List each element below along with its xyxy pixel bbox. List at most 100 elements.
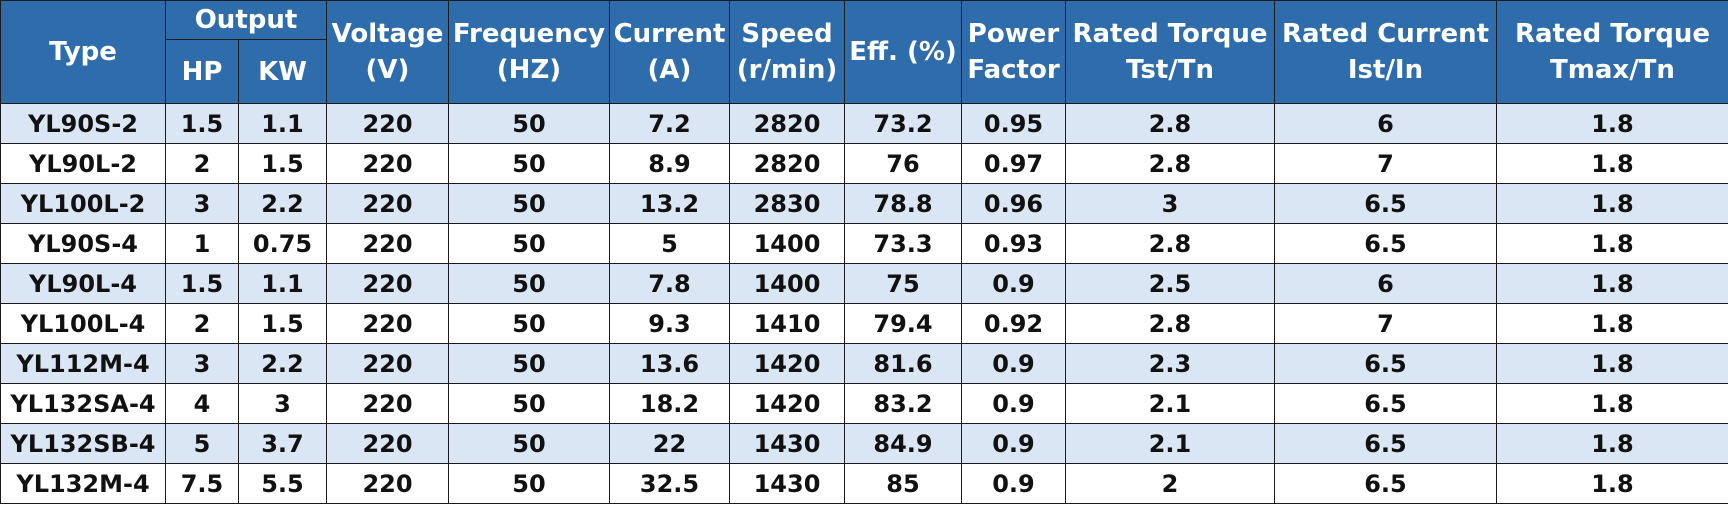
col-header-current-line1: Current (613, 19, 726, 49)
table-row: YL100L-2 3 2.2 220 50 13.2 2830 78.8 0.96 3 6.5 1.8 (0, 183, 1728, 224)
table-body: YL90S-2 1.5 1.1 220 50 7.2 2820 73.2 0.95 2.8 6 1.8… (0, 103, 1728, 504)
table-row: YL90S-4 1 0.75 220 50 5 1400 73.3 0.93 2.8 6.5 1.8 (0, 223, 1728, 264)
cell-rated-torque-tmax: 1.8 (1496, 463, 1728, 504)
col-header-rated-current-line1: Rated Current (1281, 19, 1490, 49)
col-header-type: Type (0, 0, 166, 104)
col-header-rated-current: Rated Current Ist/In (1274, 0, 1497, 104)
cell-type: YL100L-4 (0, 303, 166, 344)
col-header-kw: KW (238, 39, 327, 104)
col-header-speed: Speed (r/min) (729, 0, 845, 104)
cell-type: YL132M-4 (0, 463, 166, 504)
cell-eff: 83.2 (844, 383, 962, 424)
cell-voltage: 220 (326, 303, 449, 344)
col-header-power-factor: Power Factor (961, 0, 1066, 104)
cell-eff: 73.3 (844, 223, 962, 264)
cell-rated-current: 6.5 (1274, 183, 1497, 224)
table-row: YL90L-4 1.5 1.1 220 50 7.8 1400 75 0.9 2.5 6 1.8 (0, 263, 1728, 304)
cell-eff: 81.6 (844, 343, 962, 384)
col-header-speed-line1: Speed (741, 19, 833, 49)
cell-current: 13.6 (609, 343, 730, 384)
cell-kw: 5.5 (238, 463, 327, 504)
cell-frequency: 50 (448, 263, 610, 304)
cell-eff: 85 (844, 463, 962, 504)
table-row: YL112M-4 3 2.2 220 50 13.6 1420 81.6 0.9 2.3 6.5 1.… (0, 343, 1728, 384)
cell-hp: 5 (165, 423, 239, 464)
cell-power-factor: 0.9 (961, 463, 1066, 504)
col-header-hp: HP (165, 39, 239, 104)
cell-type: YL90L-4 (0, 263, 166, 304)
cell-speed: 1400 (729, 223, 845, 264)
col-header-frequency-line2: (HZ) (496, 55, 562, 85)
cell-rated-torque-tmax: 1.8 (1496, 183, 1728, 224)
cell-current: 8.9 (609, 143, 730, 184)
table-row: YL90L-2 2 1.5 220 50 8.9 2820 76 0.97 2.8 7 1.8 (0, 143, 1728, 184)
col-header-rated-torque-tst: Rated Torque Tst/Tn (1065, 0, 1275, 104)
cell-rated-torque-tmax: 1.8 (1496, 103, 1728, 144)
cell-rated-torque-tst: 2.8 (1065, 103, 1275, 144)
cell-power-factor: 0.9 (961, 343, 1066, 384)
motor-spec-table: Type Output Voltage (V) Frequency (HZ) C… (0, 0, 1728, 504)
cell-eff: 78.8 (844, 183, 962, 224)
cell-frequency: 50 (448, 463, 610, 504)
cell-kw: 1.5 (238, 143, 327, 184)
cell-hp: 1.5 (165, 263, 239, 304)
cell-rated-current: 6 (1274, 263, 1497, 304)
cell-speed: 1420 (729, 383, 845, 424)
cell-current: 32.5 (609, 463, 730, 504)
cell-rated-current: 6 (1274, 103, 1497, 144)
cell-frequency: 50 (448, 343, 610, 384)
cell-voltage: 220 (326, 463, 449, 504)
cell-frequency: 50 (448, 383, 610, 424)
cell-frequency: 50 (448, 143, 610, 184)
cell-voltage: 220 (326, 143, 449, 184)
cell-speed: 1400 (729, 263, 845, 304)
table-row: YL90S-2 1.5 1.1 220 50 7.2 2820 73.2 0.95 2.8 6 1.8 (0, 103, 1728, 144)
cell-eff: 75 (844, 263, 962, 304)
col-header-rated-torque-tmax-line2: Tmax/Tn (1550, 55, 1675, 85)
table-header: Type Output Voltage (V) Frequency (HZ) C… (0, 0, 1728, 104)
col-header-rated-torque-tst-line1: Rated Torque (1072, 19, 1268, 49)
cell-voltage: 220 (326, 183, 449, 224)
table-row: YL132M-4 7.5 5.5 220 50 32.5 1430 85 0.9 2 6.5 1.8 (0, 463, 1728, 504)
cell-speed: 2820 (729, 143, 845, 184)
cell-hp: 3 (165, 183, 239, 224)
cell-rated-torque-tst: 2.3 (1065, 343, 1275, 384)
cell-rated-torque-tst: 2 (1065, 463, 1275, 504)
cell-hp: 1 (165, 223, 239, 264)
cell-current: 13.2 (609, 183, 730, 224)
cell-type: YL132SA-4 (0, 383, 166, 424)
cell-power-factor: 0.9 (961, 383, 1066, 424)
cell-power-factor: 0.95 (961, 103, 1066, 144)
cell-current: 7.8 (609, 263, 730, 304)
cell-rated-torque-tst: 3 (1065, 183, 1275, 224)
col-header-current: Current (A) (609, 0, 730, 104)
cell-type: YL90L-2 (0, 143, 166, 184)
cell-kw: 3 (238, 383, 327, 424)
col-header-power-factor-line1: Power (967, 19, 1060, 49)
cell-rated-torque-tmax: 1.8 (1496, 423, 1728, 464)
cell-frequency: 50 (448, 303, 610, 344)
col-header-voltage-line1: Voltage (331, 19, 444, 49)
col-header-frequency-line1: Frequency (452, 19, 606, 49)
cell-rated-current: 6.5 (1274, 383, 1497, 424)
cell-rated-current: 7 (1274, 143, 1497, 184)
cell-kw: 2.2 (238, 343, 327, 384)
cell-frequency: 50 (448, 423, 610, 464)
cell-rated-torque-tst: 2.5 (1065, 263, 1275, 304)
header-row-bottom: HP KW (1, 39, 1728, 104)
cell-rated-torque-tst: 2.1 (1065, 383, 1275, 424)
cell-voltage: 220 (326, 263, 449, 304)
cell-voltage: 220 (326, 223, 449, 264)
cell-type: YL100L-2 (0, 183, 166, 224)
cell-power-factor: 0.97 (961, 143, 1066, 184)
cell-power-factor: 0.9 (961, 263, 1066, 304)
cell-frequency: 50 (448, 183, 610, 224)
cell-rated-current: 7 (1274, 303, 1497, 344)
cell-power-factor: 0.92 (961, 303, 1066, 344)
cell-kw: 3.7 (238, 423, 327, 464)
cell-kw: 0.75 (238, 223, 327, 264)
cell-voltage: 220 (326, 343, 449, 384)
cell-kw: 1.5 (238, 303, 327, 344)
cell-hp: 2 (165, 303, 239, 344)
cell-type: YL112M-4 (0, 343, 166, 384)
